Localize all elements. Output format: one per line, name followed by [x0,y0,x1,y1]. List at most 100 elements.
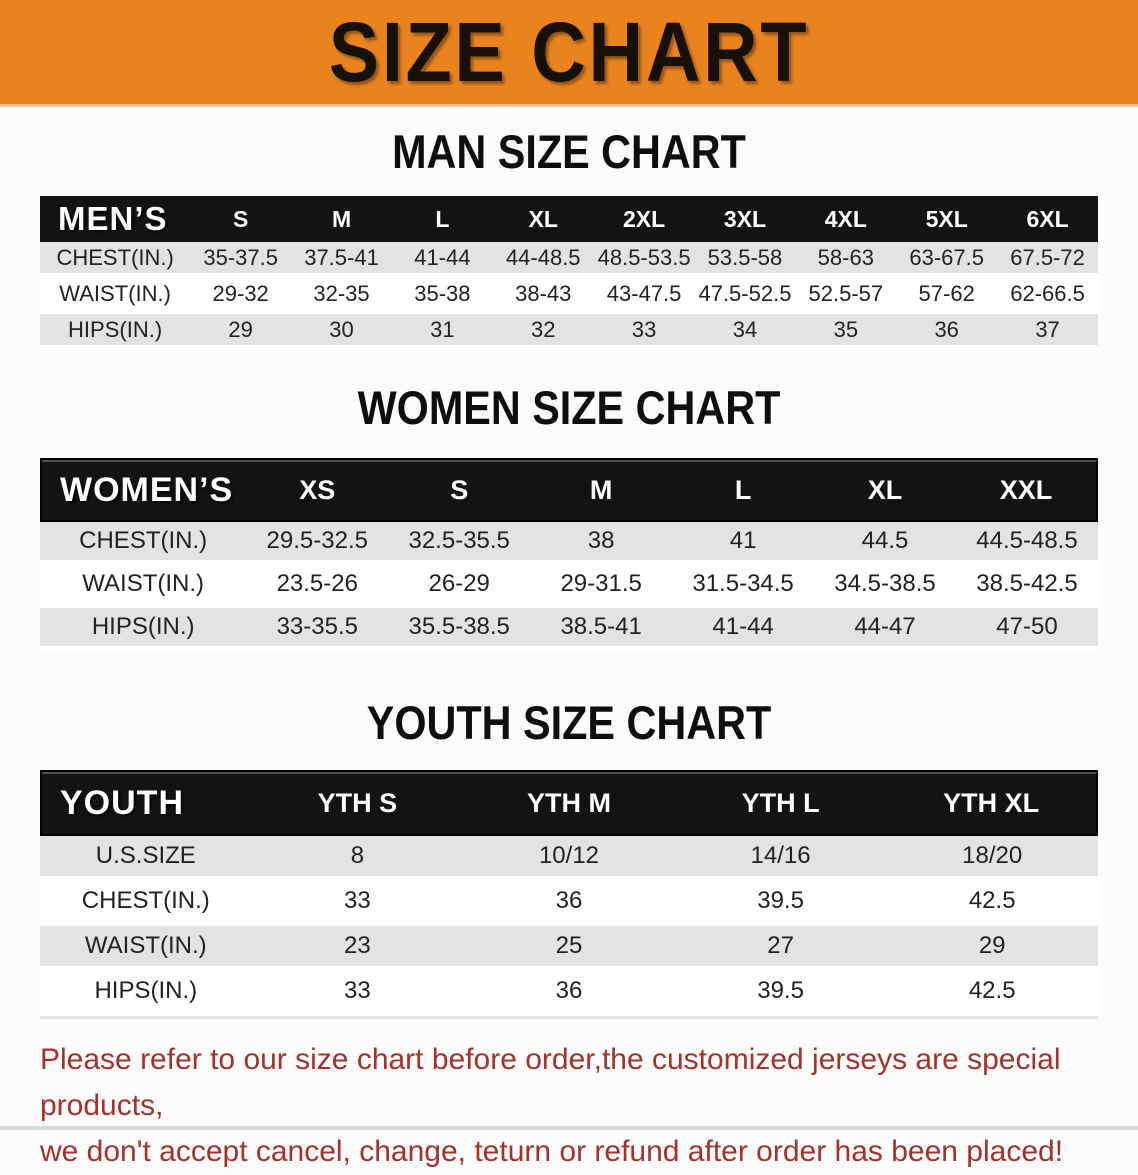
size-value: 26-29 [388,565,531,608]
size-value: 23.5-26 [246,565,389,608]
column-header: XS [246,458,389,522]
row-label: CHEST(IN.) [40,881,252,926]
womens-size-table: WOMEN’S XS S M L XL XXL CHEST(IN.) 29.5-32.5 32.5… [40,458,1098,651]
column-header: XL [814,458,956,522]
size-value: 48.5-53.5 [593,242,695,278]
size-value: 10/12 [463,836,675,881]
column-header: M [530,458,673,522]
youth-section: YOUTH SIZE CHART YOUTH YTH S YTH M YTH L YTH… [0,699,1138,1019]
size-value: 14/16 [674,836,887,881]
size-value: 44-48.5 [492,242,594,278]
table-row: WAIST(IN.) 23 25 27 29 [40,926,1098,971]
size-value: 33 [251,881,464,926]
column-header: 3XL [694,196,796,242]
row-label: HIPS(IN.) [40,971,252,1016]
size-value: 23 [251,926,464,971]
size-value: 37.5-41 [291,242,392,278]
size-value: 42.5 [886,971,1098,1016]
size-value: 44-47 [814,608,956,651]
size-value: 37 [997,314,1098,350]
size-value: 35 [795,314,897,350]
row-label: HIPS(IN.) [40,608,247,651]
women-section: WOMEN SIZE CHART WOMEN’S XS S M L XL XXL CHEST(… [0,384,1138,651]
group-label: YOUTH [40,770,252,836]
size-value: 34.5-38.5 [814,565,956,608]
size-value: 67.5-72 [997,242,1098,278]
size-value: 58-63 [795,242,897,278]
size-value: 53.5-58 [694,242,796,278]
size-value: 39.5 [674,881,887,926]
column-header: YTH M [463,770,675,836]
size-value: 41 [672,522,815,565]
size-value: 31.5-34.5 [672,565,815,608]
row-label: HIPS(IN.) [40,314,191,350]
size-value: 29.5-32.5 [246,522,389,565]
size-value: 35-37.5 [190,242,292,278]
size-value: 36 [896,314,998,350]
size-value: 38.5-41 [530,608,673,651]
page-title: SIZE CHART [328,5,810,99]
table-row: WAIST(IN.) 23.5-26 26-29 29-31.5 31.5-34.5 34… [40,565,1098,608]
size-value: 29-31.5 [530,565,673,608]
men-section-heading: MAN SIZE CHART [392,125,746,178]
youth-size-table: YOUTH YTH S YTH M YTH L YTH XL U.S.SIZE 8 10/12… [40,770,1098,1019]
table-row: WAIST(IN.) 29-32 32-35 35-38 38-43 43-47.5 47.… [40,278,1098,314]
size-value: 32 [492,314,594,350]
size-value: 52.5-57 [795,278,897,314]
size-value: 29 [886,926,1098,971]
row-label: CHEST(IN.) [40,522,247,565]
column-header: 4XL [795,196,897,242]
size-value: 41-44 [672,608,815,651]
size-value: 62-66.5 [997,278,1098,314]
table-header-row: MEN’S S M L XL 2XL 3XL 4XL 5XL 6XL [40,196,1098,242]
group-label: MEN’S [40,196,191,242]
column-header: YTH L [674,770,887,836]
women-section-heading: WOMEN SIZE CHART [357,381,781,434]
size-value: 29-32 [190,278,292,314]
size-value: 8 [251,836,464,881]
size-value: 33 [251,971,464,1016]
size-value: 47-50 [955,608,1098,651]
size-value: 63-67.5 [896,242,998,278]
size-value: 47.5-52.5 [694,278,796,314]
column-header: L [672,458,815,522]
column-header: YTH S [251,770,464,836]
table-row: HIPS(IN.) 33-35.5 35.5-38.5 38.5-41 41-44 44-… [40,608,1098,651]
column-header: M [291,196,392,242]
table-row: CHEST(IN.) 33 36 39.5 42.5 [40,881,1098,926]
size-value: 44.5 [814,522,956,565]
column-header: L [391,196,493,242]
size-value: 33-35.5 [246,608,389,651]
size-value: 25 [463,926,675,971]
size-value: 32.5-35.5 [388,522,531,565]
size-value: 38.5-42.5 [955,565,1098,608]
row-label: WAIST(IN.) [40,926,252,971]
row-label: U.S.SIZE [40,836,252,881]
row-label: WAIST(IN.) [40,565,247,608]
group-label: WOMEN’S [40,458,247,522]
size-value: 38-43 [492,278,594,314]
size-value: 42.5 [886,881,1098,926]
size-value: 32-35 [291,278,392,314]
table-header-row: WOMEN’S XS S M L XL XXL [40,458,1098,522]
youth-section-heading: YOUTH SIZE CHART [366,696,772,749]
row-label: WAIST(IN.) [40,278,191,314]
men-section: MAN SIZE CHART MEN’S S M L XL 2XL 3XL 4XL 5XL 6XL… [0,128,1138,350]
column-header: S [190,196,292,242]
size-value: 39.5 [674,971,887,1016]
size-value: 36 [463,881,675,926]
table-row: CHEST(IN.) 29.5-32.5 32.5-35.5 38 41 44.5 44.5… [40,522,1098,565]
column-header: XXL [955,458,1098,522]
footnote-line-1: Please refer to our size chart before or… [40,1043,1061,1122]
column-header: 6XL [997,196,1098,242]
size-value: 35.5-38.5 [388,608,531,651]
footnote-line-2: we don't accept cancel, change, teturn o… [40,1135,1064,1168]
size-value: 31 [391,314,493,350]
column-header: YTH XL [886,770,1098,836]
size-value: 38 [530,522,673,565]
size-value: 43-47.5 [593,278,695,314]
mens-size-table: MEN’S S M L XL 2XL 3XL 4XL 5XL 6XL CHEST(IN.) 35-37… [40,196,1098,350]
column-header: S [388,458,531,522]
size-value: 29 [190,314,292,350]
